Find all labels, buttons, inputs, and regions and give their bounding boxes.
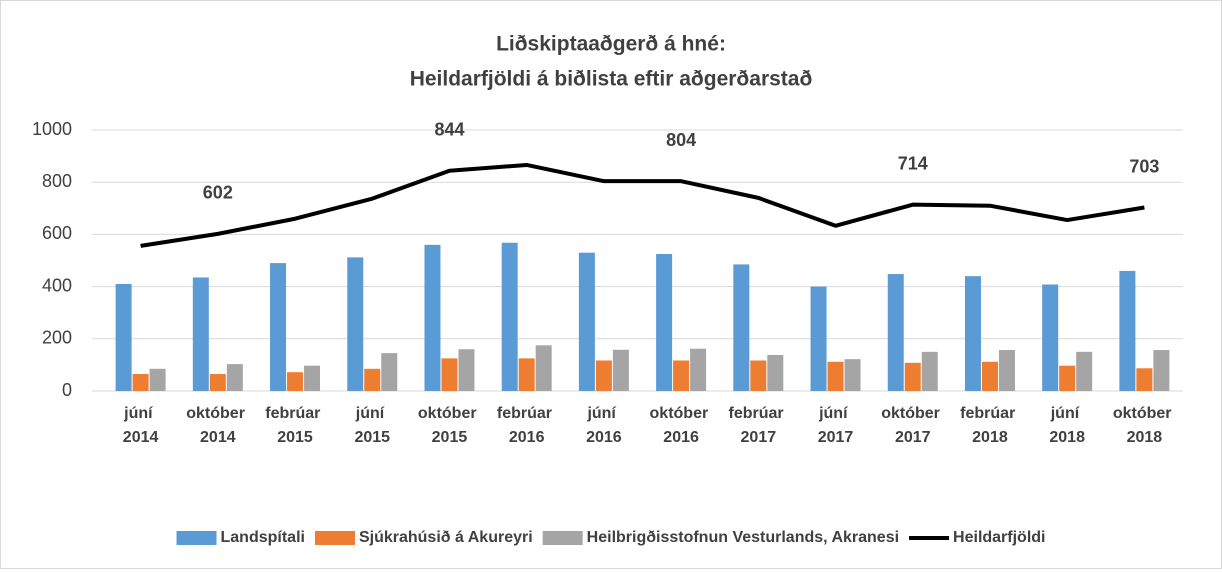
legend-label: Heilbrigðisstofnun Vesturlands, Akranesi	[587, 529, 899, 546]
x-tick-label: júní 2014	[123, 405, 159, 446]
y-tick-label: 200	[42, 328, 72, 348]
bar	[844, 359, 861, 391]
chart-subtitle: Heildarfjöldi á biðlista eftir aðgerðars…	[410, 68, 813, 91]
x-tick-label: október 2016	[650, 405, 713, 446]
line	[140, 162, 1145, 248]
bar	[149, 368, 166, 391]
bar	[304, 365, 321, 391]
x-tick-label: febrúar 2015	[265, 405, 325, 446]
x-tick-label: júní 2018	[1049, 405, 1085, 446]
chart-title: Liðskiptaaðgerð á hné:	[496, 33, 726, 56]
data-label: 602	[203, 183, 233, 203]
bar	[1076, 351, 1093, 391]
bar	[904, 362, 921, 391]
x-tick-label: febrúar 2016	[497, 405, 557, 446]
x-tick-label: október 2015	[418, 405, 481, 446]
x-tick-label: október 2018	[1113, 405, 1176, 446]
y-tick-label: 800	[42, 171, 72, 191]
bar	[750, 360, 767, 391]
bar	[656, 253, 673, 391]
x-tick-label: júní 2015	[354, 405, 390, 446]
bar	[767, 354, 784, 391]
bar	[1119, 270, 1136, 391]
bar	[612, 349, 629, 391]
bar	[1059, 365, 1076, 391]
bar	[364, 368, 381, 391]
bar	[424, 244, 441, 391]
bar	[1042, 284, 1059, 391]
x-tick-label: júní 2016	[586, 405, 622, 446]
bar	[535, 345, 552, 391]
y-tick-label: 400	[42, 275, 72, 295]
bar	[1153, 350, 1170, 391]
legend-swatch	[176, 531, 217, 545]
bar	[192, 277, 209, 391]
data-label: 844	[434, 119, 464, 139]
y-tick-label: 0	[62, 380, 72, 400]
bar	[458, 349, 475, 391]
bar	[287, 372, 304, 391]
data-label: 804	[666, 130, 696, 150]
bar	[827, 361, 844, 391]
bar	[981, 361, 998, 391]
bar	[578, 252, 595, 391]
bar	[810, 286, 827, 391]
legend-swatch	[314, 531, 355, 545]
bar	[347, 257, 364, 391]
bar	[595, 360, 612, 391]
bar	[733, 264, 750, 391]
bar	[998, 350, 1015, 391]
bar	[209, 374, 226, 391]
bar	[115, 283, 132, 391]
bar	[964, 276, 981, 391]
y-tick-label: 1000	[32, 119, 72, 139]
x-tick-label: febrúar 2017	[729, 405, 789, 446]
legend-label: Landspítali	[221, 529, 305, 546]
legend: Landspítali Sjúkrahúsið á Akureyri Heilbri…	[176, 529, 1045, 546]
bar	[1136, 368, 1153, 391]
bar	[270, 263, 287, 391]
bar	[132, 374, 149, 391]
x-tick-label: júní 2017	[818, 405, 854, 446]
bar	[381, 353, 398, 391]
bar	[887, 274, 904, 391]
x-tick-label: október 2014	[186, 405, 249, 446]
bar	[501, 242, 518, 391]
bar	[673, 360, 690, 391]
bar	[690, 348, 707, 391]
bar	[226, 364, 243, 391]
bar	[518, 358, 535, 391]
x-tick-label: október 2017	[881, 405, 944, 446]
legend-swatch	[542, 531, 583, 545]
x-tick-label: febrúar 2018	[960, 405, 1020, 446]
bar	[441, 358, 458, 391]
data-label: 703	[1129, 156, 1159, 176]
legend-label: Sjúkrahúsið á Akureyri	[359, 529, 533, 546]
y-tick-label: 600	[42, 223, 72, 243]
bar	[921, 351, 938, 391]
legend-label: Heildarfjöldi	[953, 529, 1045, 546]
data-label: 714	[898, 153, 928, 173]
